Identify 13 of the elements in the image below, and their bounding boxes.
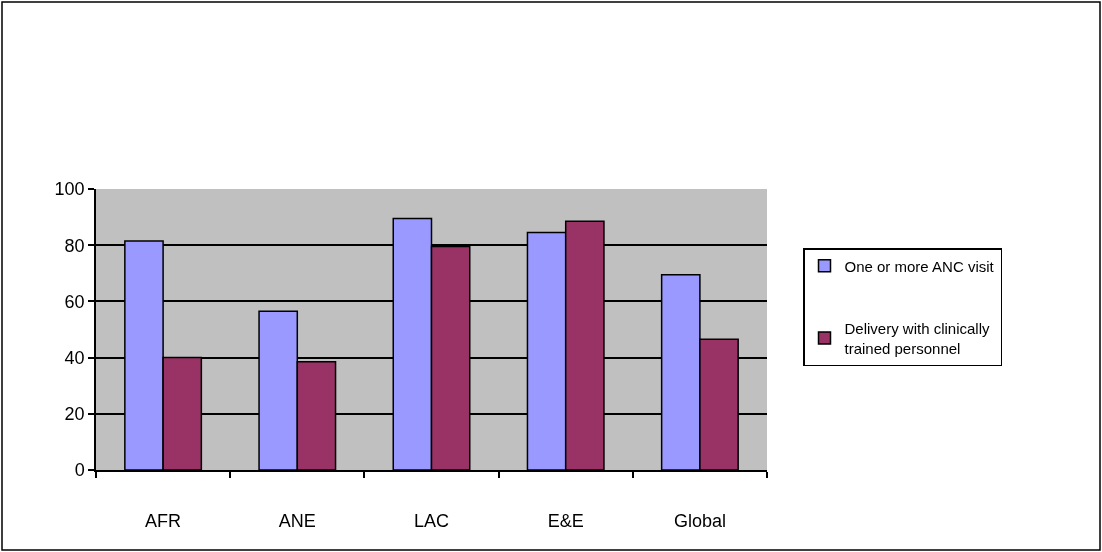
x-tick-label: LAC (413, 511, 450, 532)
x-tick-label: Global (673, 511, 726, 532)
legend-label: One or more ANC visit (844, 257, 995, 275)
y-tick-label: 20 (64, 404, 85, 425)
y-tick-label: 60 (64, 291, 85, 312)
x-tick-label: E&E (547, 511, 584, 532)
y-tick-label: 40 (64, 347, 85, 368)
y-tick-label: 80 (64, 235, 85, 256)
y-tick-label: 0 (74, 460, 85, 481)
y-tick-label: 100 (54, 179, 85, 200)
x-tick-label: AFR (145, 511, 182, 532)
x-tick-label: ANE (278, 511, 316, 532)
legend-label: Delivery with clinically trained personnel (844, 320, 991, 357)
